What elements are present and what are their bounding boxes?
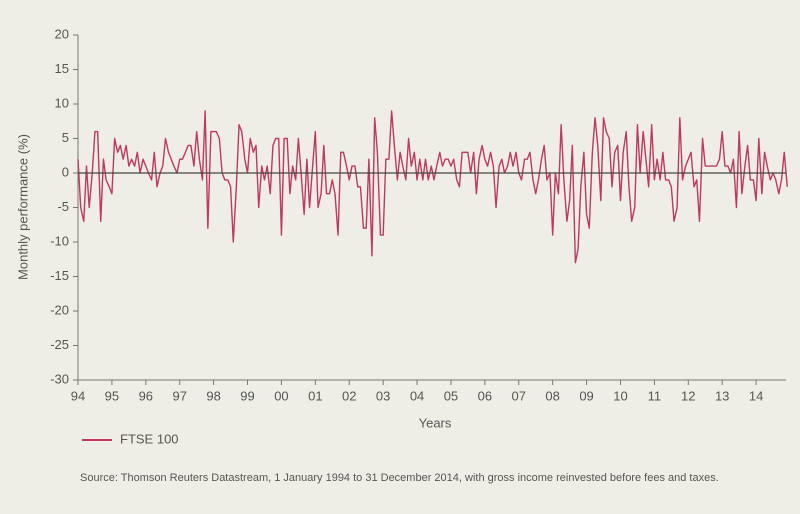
x-tick-label: 96 [139, 388, 153, 403]
x-tick-label: 14 [749, 388, 763, 403]
y-tick-label: -15 [50, 268, 69, 283]
y-tick-label: -20 [50, 302, 69, 317]
y-tick-label: 10 [55, 95, 69, 110]
x-tick-label: 95 [105, 388, 119, 403]
x-tick-label: 04 [410, 388, 424, 403]
x-tick-label: 01 [308, 388, 322, 403]
y-tick-label: 15 [55, 61, 69, 76]
x-tick-label: 99 [240, 388, 254, 403]
x-tick-label: 98 [206, 388, 220, 403]
x-tick-label: 97 [172, 388, 186, 403]
x-tick-label: 11 [648, 388, 662, 403]
y-tick-label: -5 [57, 199, 69, 214]
y-tick-label: -25 [50, 337, 69, 352]
data-line [77, 110, 788, 264]
x-tick-label: 06 [478, 388, 492, 403]
y-tick-label: 5 [62, 130, 69, 145]
x-tick-label: 07 [512, 388, 526, 403]
y-tick-label: 20 [55, 26, 69, 41]
x-tick-label: 94 [71, 388, 85, 403]
chart: Monthly performance (%) Years -30 -25 -20 -… [15, 26, 788, 446]
x-axis-title: Years [419, 415, 452, 430]
y-tick-label: -10 [50, 233, 69, 248]
x-tick-label: 12 [681, 388, 695, 403]
x-tick-label: 05 [444, 388, 458, 403]
x-tick-label: 00 [274, 388, 288, 403]
x-tick-label: 02 [342, 388, 356, 403]
x-tick-label: 03 [376, 388, 390, 403]
x-tick-label: 10 [613, 388, 627, 403]
y-tick-label: 0 [62, 164, 69, 179]
legend-label: FTSE 100 [120, 431, 179, 446]
y-axis-title: Monthly performance (%) [15, 134, 30, 280]
x-tick-label: 13 [715, 388, 729, 403]
y-tick-label: -30 [50, 371, 69, 386]
x-tick-label: 08 [545, 388, 559, 403]
source-note: Source: Thomson Reuters Datastream, 1 Ja… [80, 472, 719, 484]
x-tick-label: 09 [579, 388, 593, 403]
